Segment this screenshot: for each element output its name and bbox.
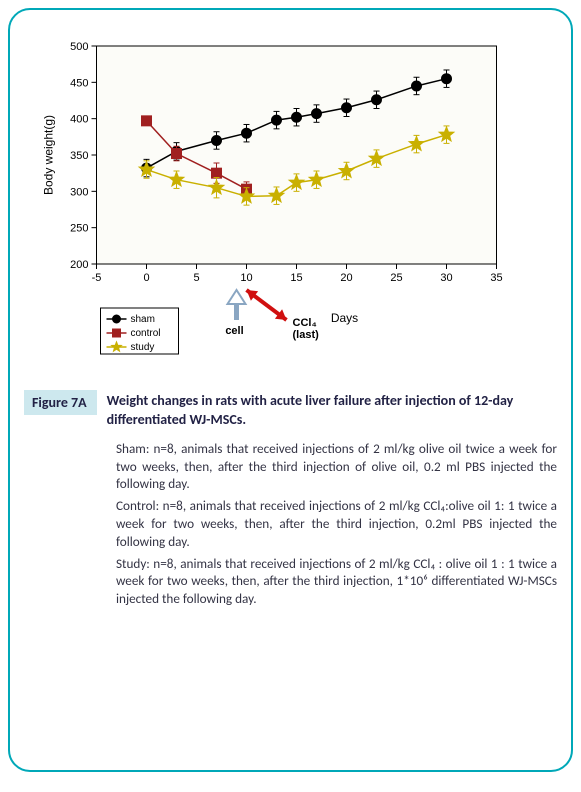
svg-text:study: study	[131, 342, 155, 353]
svg-text:CCl₄: CCl₄	[293, 317, 317, 329]
svg-text:200: 200	[70, 259, 88, 271]
svg-text:-5: -5	[92, 272, 102, 284]
figure-frame: 200 250 300 350 400 450 500 -5 0 5 10 15 20 25 30 35 Bod…	[8, 8, 573, 772]
svg-text:10: 10	[240, 272, 252, 284]
caption-study: Study: n=8, animals that received inject…	[116, 555, 557, 608]
svg-text:500: 500	[70, 41, 88, 53]
caption-control: Control: n=8, animals that received inje…	[116, 497, 557, 550]
line-chart: 200 250 300 350 400 450 500 -5 0 5 10 15 20 25 30 35 Bod…	[24, 34, 557, 384]
svg-text:250: 250	[70, 223, 88, 235]
svg-text:5: 5	[193, 272, 199, 284]
svg-text:350: 350	[70, 150, 88, 162]
chart-container: 200 250 300 350 400 450 500 -5 0 5 10 15 20 25 30 35 Bod…	[24, 34, 557, 384]
svg-text:400: 400	[70, 114, 88, 126]
svg-text:450: 450	[70, 77, 88, 89]
svg-text:0: 0	[143, 272, 149, 284]
svg-text:(last): (last)	[293, 329, 320, 341]
svg-text:Body weight(g): Body weight(g)	[42, 115, 56, 195]
svg-text:Days: Days	[331, 311, 358, 325]
svg-text:35: 35	[490, 272, 502, 284]
caption-sham: Sham: n=8, animals that received injecti…	[116, 440, 557, 493]
svg-text:15: 15	[290, 272, 302, 284]
svg-text:30: 30	[440, 272, 452, 284]
figure-label: Figure 7A	[24, 390, 97, 415]
svg-text:25: 25	[390, 272, 402, 284]
svg-text:control: control	[131, 328, 161, 339]
figure-title: Weight changes in rats with acute liver …	[107, 390, 557, 430]
svg-text:sham: sham	[131, 314, 155, 325]
svg-text:cell: cell	[225, 325, 243, 337]
svg-text:300: 300	[70, 186, 88, 198]
figure-caption: Sham: n=8, animals that received injecti…	[116, 440, 557, 608]
figure-header: Figure 7A Weight changes in rats with ac…	[24, 390, 557, 430]
svg-text:20: 20	[340, 272, 352, 284]
